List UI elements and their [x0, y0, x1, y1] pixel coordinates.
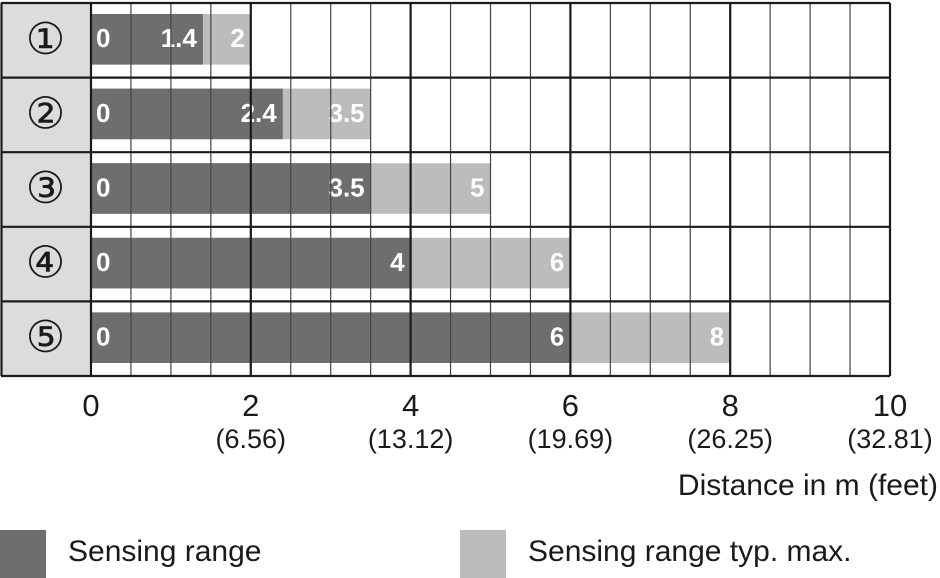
category-label: ②: [26, 88, 65, 139]
category-label: ③: [26, 163, 65, 214]
legend-swatch: [460, 530, 506, 578]
x-tick-label: 8: [722, 388, 739, 423]
value-label: 6: [550, 322, 564, 352]
value-label: 3.5: [328, 172, 364, 202]
category-column: [1, 3, 91, 376]
start-label: 0: [96, 98, 110, 128]
value-label: 6: [550, 247, 564, 277]
x2-tick-label: (6.56): [216, 424, 287, 454]
x2-tick-label: (19.69): [528, 424, 614, 454]
value-label: 5: [470, 172, 484, 202]
x-tick-label: 4: [402, 388, 419, 423]
x-axis-title: Distance in m (feet): [678, 469, 938, 502]
x-tick-label: 10: [873, 388, 907, 423]
legend-swatch: [0, 530, 46, 578]
start-label: 0: [96, 23, 110, 53]
start-label: 0: [96, 247, 110, 277]
category-label: ④: [26, 238, 65, 289]
legend-label: Sensing range: [68, 535, 261, 568]
range-bar: [91, 163, 371, 214]
value-label: 2.4: [241, 98, 278, 128]
start-label: 0: [96, 172, 110, 202]
x2-tick-label: (13.12): [368, 424, 454, 454]
value-label: 4: [390, 247, 405, 277]
value-label: 2: [230, 23, 244, 53]
x-tick-label: 6: [562, 388, 579, 423]
value-label: 8: [710, 322, 724, 352]
category-label: ①: [26, 14, 65, 65]
x2-tick-label: (32.81): [847, 424, 933, 454]
start-label: 0: [96, 322, 110, 352]
value-label: 1.4: [161, 23, 198, 53]
x-tick-label: 2: [242, 388, 259, 423]
range-bar: [91, 14, 203, 65]
value-label: 3.5: [328, 98, 364, 128]
x2-tick-label: (26.25): [687, 424, 773, 454]
category-label: ⑤: [26, 312, 65, 363]
legend-label: Sensing range typ. max.: [528, 535, 852, 568]
x-tick-label: 0: [82, 388, 99, 423]
